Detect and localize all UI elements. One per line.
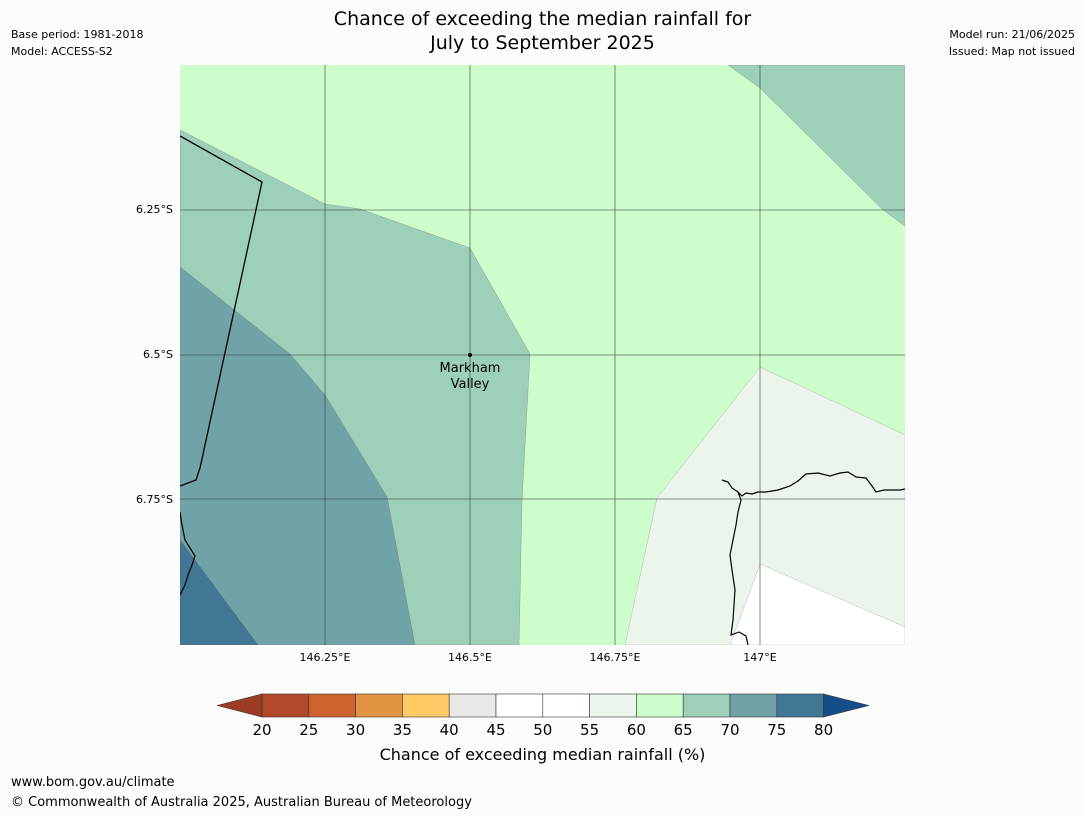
colorbar-segment-8 <box>636 693 684 718</box>
footer-url: www.bom.gov.au/climate <box>11 775 175 790</box>
lat-label-6-25: 6.25°S <box>136 203 173 216</box>
colorbar-label: Chance of exceeding median rainfall (%) <box>379 745 706 764</box>
colorbar-segment-1 <box>308 693 356 718</box>
coastline-east <box>721 471 905 645</box>
graticule <box>180 65 905 645</box>
map-title: Chance of exceeding the median rainfall … <box>0 7 1085 55</box>
colorbar-segment-2 <box>355 693 403 718</box>
colorbar: 20 25 30 35 40 45 50 55 60 65 70 75 80 <box>216 693 870 739</box>
place-name-line-2: Valley <box>451 377 490 392</box>
colorbar-tick-45: 45 <box>486 721 505 739</box>
model-run: Model run: 21/06/2025 <box>949 28 1075 41</box>
colorbar-tick-70: 70 <box>720 721 739 739</box>
coastline-west <box>180 511 196 596</box>
colorbar-tick-25: 25 <box>299 721 318 739</box>
colorbar-high-extend <box>823 693 870 718</box>
place-name-line-1: Markham <box>440 361 501 376</box>
colorbar-segment-4 <box>448 693 497 718</box>
colorbar-tick-30: 30 <box>346 721 365 739</box>
border-line <box>180 135 263 487</box>
longitude-labels: 146.25°E 146.5°E 146.75°E 147°E <box>300 651 777 664</box>
lon-label-146-75: 146.75°E <box>590 651 641 664</box>
region-50-55 <box>729 563 905 645</box>
colorbar-tick-75: 75 <box>767 721 786 739</box>
lon-label-146-5: 146.5°E <box>448 651 492 664</box>
lon-label-146-25: 146.25°E <box>300 651 351 664</box>
title-line-1: Chance of exceeding the median rainfall … <box>333 8 752 30</box>
colorbar-segment-5 <box>495 693 544 718</box>
colorbar-segment-7 <box>589 693 637 718</box>
region-55-60 <box>624 366 905 645</box>
colorbar-tick-55: 55 <box>580 721 599 739</box>
lon-label-147: 147°E <box>743 651 776 664</box>
header-meta-left: Base period: 1981-2018 Model: ACCESS-S2 <box>11 26 143 60</box>
latitude-labels: 6.25°S 6.5°S 6.75°S <box>136 203 173 506</box>
model-name: Model: ACCESS-S2 <box>11 45 113 58</box>
title-line-2: July to September 2025 <box>430 32 655 54</box>
colorbar-segment-11 <box>776 693 824 718</box>
header-meta-right: Model run: 21/06/2025 Issued: Map not is… <box>949 26 1075 60</box>
colorbar-tick-20: 20 <box>252 721 271 739</box>
region-70-75 <box>180 266 416 645</box>
colorbar-tick-40: 40 <box>440 721 459 739</box>
lat-label-6-75: 6.75°S <box>136 493 173 506</box>
colorbar-segment-0 <box>261 693 310 718</box>
colorbar-tick-65: 65 <box>674 721 693 739</box>
footer-copyright: © Commonwealth of Australia 2025, Austra… <box>11 795 472 810</box>
base-period: Base period: 1981-2018 <box>11 28 144 41</box>
colorbar-tick-35: 35 <box>393 721 412 739</box>
colorbar-segment-9 <box>682 693 731 718</box>
region-75-80 <box>180 539 259 645</box>
colorbar-low-extend <box>216 693 263 718</box>
lat-label-6-5: 6.5°S <box>143 348 173 361</box>
issued-status: Issued: Map not issued <box>948 45 1075 58</box>
colorbar-tick-80: 80 <box>814 721 833 739</box>
region-65-70-northeast <box>727 65 905 227</box>
colorbar-segment-6 <box>542 693 590 718</box>
colorbar-tick-50: 50 <box>533 721 552 739</box>
markham-valley-marker <box>468 353 472 357</box>
colorbar-segment-3 <box>402 693 450 718</box>
colorbar-tick-60: 60 <box>627 721 646 739</box>
colorbar-segment-10 <box>729 693 778 718</box>
map-plot-area: Markham Valley <box>180 65 905 645</box>
